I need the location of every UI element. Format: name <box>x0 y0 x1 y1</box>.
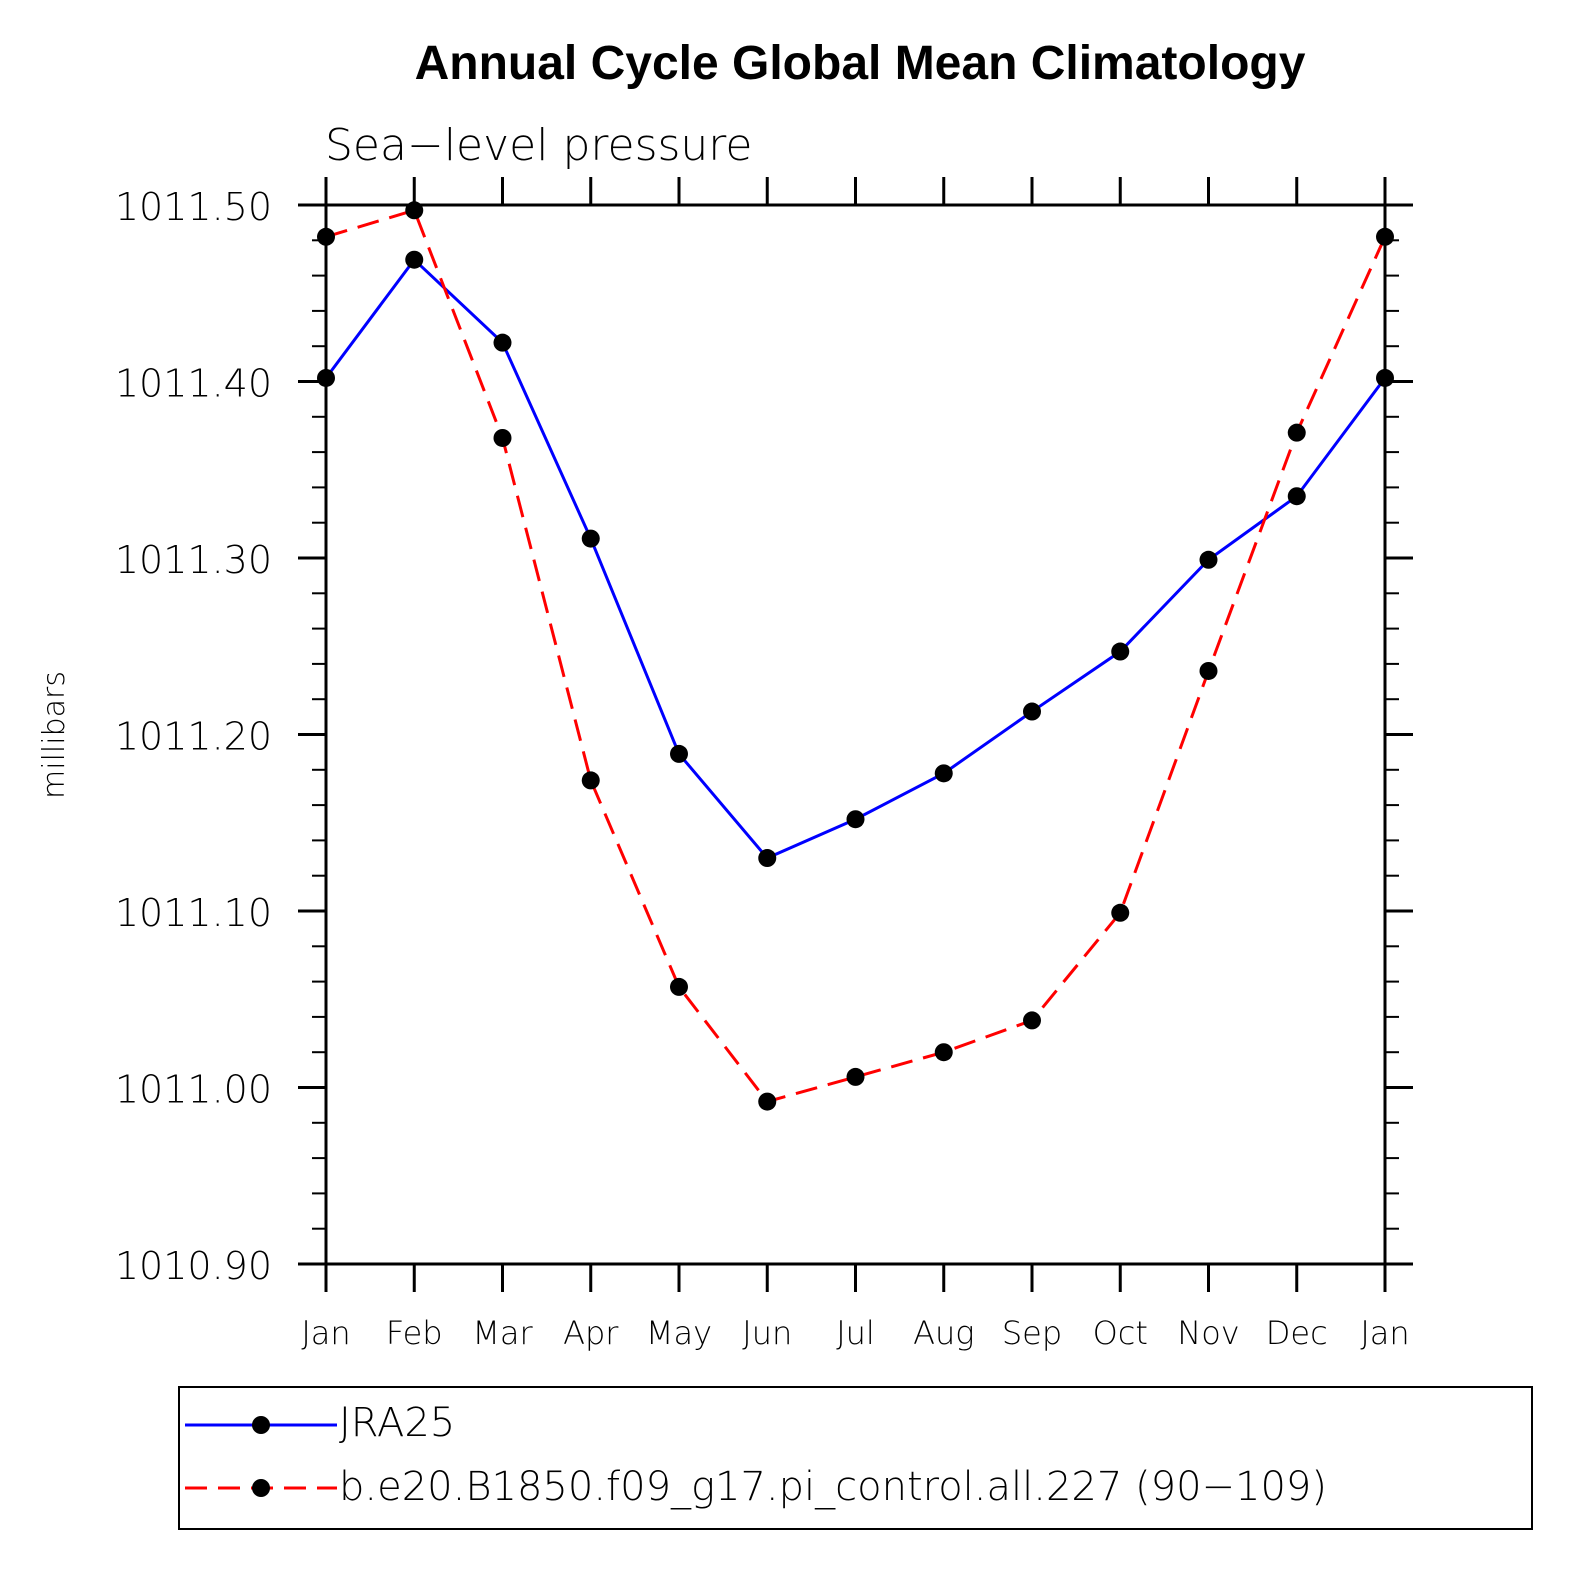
x-tick-label: Jun <box>742 1314 792 1352</box>
data-point-s0-1 <box>405 250 424 269</box>
x-tick-label: Sep <box>1002 1314 1062 1352</box>
chart-subtitle: Sea−level pressure <box>325 120 753 171</box>
legend-label-0: JRA25 <box>339 1400 455 1446</box>
data-point-s1-4 <box>670 977 688 996</box>
x-tick-label: Oct <box>1093 1314 1148 1352</box>
data-point-s0-12 <box>1376 368 1394 387</box>
x-tick-label: May <box>646 1314 712 1352</box>
data-point-s0-7 <box>934 764 953 783</box>
data-point-s0-4 <box>670 744 688 763</box>
legend: JRA25 b.e20.B1850.f09_g17.pi_control.all… <box>178 1386 1533 1530</box>
y-tick-label: 1011.20 <box>115 715 272 759</box>
x-tick-label: Nov <box>1177 1314 1239 1352</box>
data-point-s1-6 <box>846 1067 865 1086</box>
x-tick-label: Aug <box>913 1314 974 1352</box>
series-layer <box>317 201 1394 1111</box>
x-tick-label: Mar <box>472 1314 533 1352</box>
y-axis-label: millibars <box>37 671 72 799</box>
x-tick-label: Feb <box>386 1314 443 1352</box>
data-point-s1-3 <box>581 771 600 790</box>
data-point-s1-10 <box>1199 661 1218 680</box>
axes: 1010.90 1011.00 1011.10 1011.20 1011.30 1011.… <box>115 177 1413 1352</box>
data-point-s0-11 <box>1287 487 1306 506</box>
x-tick-label: Jan <box>301 1314 350 1352</box>
y-tick-label: 1010.90 <box>115 1244 272 1288</box>
chart-title: Annual Cycle Global Mean Climatology <box>415 37 1306 90</box>
legend-marker-1 <box>252 1479 270 1497</box>
y-tick-label: 1011.10 <box>115 891 272 935</box>
data-point-s0-6 <box>846 810 865 829</box>
data-point-s1-1 <box>405 201 424 220</box>
data-point-s1-9 <box>1111 903 1130 922</box>
y-tick-label: 1011.50 <box>115 185 272 229</box>
series-line-0 <box>324 257 1387 860</box>
x-tick-label: Jul <box>836 1314 875 1352</box>
data-point-s0-0 <box>317 368 335 387</box>
data-point-s0-5 <box>758 849 777 868</box>
x-tick-label: Dec <box>1266 1314 1328 1352</box>
y-tick-label: 1011.00 <box>115 1068 272 1112</box>
data-point-s0-2 <box>493 333 512 352</box>
data-point-s1-12 <box>1376 227 1394 246</box>
data-point-s1-7 <box>934 1043 953 1062</box>
legend-marker-0 <box>252 1416 270 1434</box>
data-point-s1-8 <box>1023 1011 1041 1030</box>
data-point-s1-2 <box>493 428 512 447</box>
legend-box <box>178 1386 1533 1530</box>
y-tick-label: 1011.30 <box>115 538 272 582</box>
data-point-s1-0 <box>317 227 335 246</box>
plot-frame <box>324 203 1387 1266</box>
series-line-1 <box>325 208 1387 1104</box>
data-point-s0-10 <box>1199 550 1218 569</box>
data-point-s0-3 <box>581 529 600 548</box>
data-point-s0-8 <box>1023 702 1041 721</box>
y-tick-label: 1011.40 <box>115 362 272 406</box>
data-point-s1-11 <box>1287 423 1306 442</box>
x-tick-label: Apr <box>563 1314 619 1352</box>
data-point-s0-9 <box>1111 642 1130 661</box>
x-tick-label: Jan <box>1360 1314 1409 1352</box>
legend-label-1: b.e20.B1850.f09_g17.pi_control.all.227 (… <box>339 1464 1327 1510</box>
data-point-s1-5 <box>758 1092 777 1111</box>
